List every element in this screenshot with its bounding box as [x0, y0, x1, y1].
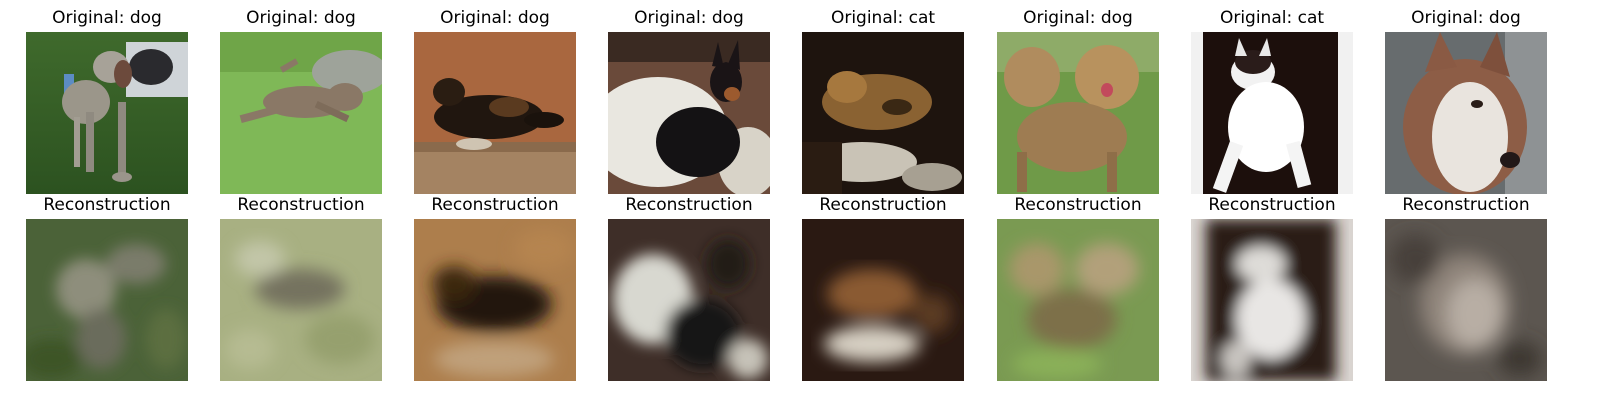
reconstruction-image-5 [802, 219, 964, 381]
original-title-4: Original: dog [634, 8, 744, 28]
reconstruction-title-2: Reconstruction [237, 195, 365, 215]
reconstruction-title-7: Reconstruction [1208, 195, 1336, 215]
original-title-5: Original: cat [830, 8, 936, 28]
original-title-6: Original: dog [1023, 8, 1133, 28]
original-image-5 [802, 32, 964, 194]
reconstruction-title-3: Reconstruction [431, 195, 559, 215]
reconstruction-image-1 [26, 219, 188, 381]
original-title-7: Original: cat [1219, 8, 1325, 28]
original-image-2 [220, 32, 382, 194]
reconstruction-image-4 [608, 219, 770, 381]
reconstruction-image-8 [1385, 219, 1547, 381]
reconstruction-title-8: Reconstruction [1402, 195, 1530, 215]
original-title-1: Original: dog [52, 8, 162, 28]
reconstruction-title-4: Reconstruction [625, 195, 753, 215]
original-image-6 [997, 32, 1159, 194]
reconstruction-image-6 [997, 219, 1159, 381]
reconstruction-title-1: Reconstruction [43, 195, 171, 215]
original-image-8 [1385, 32, 1547, 194]
original-title-3: Original: dog [440, 8, 550, 28]
original-image-1 [26, 32, 188, 194]
reconstruction-image-3 [414, 219, 576, 381]
original-title-8: Original: dog [1411, 8, 1521, 28]
original-image-4 [608, 32, 770, 194]
original-image-7 [1191, 32, 1353, 194]
reconstruction-image-2 [220, 219, 382, 381]
reconstruction-image-7 [1191, 219, 1353, 381]
original-image-3 [414, 32, 576, 194]
original-title-2: Original: dog [246, 8, 356, 28]
reconstruction-title-5: Reconstruction [819, 195, 947, 215]
reconstruction-title-6: Reconstruction [1014, 195, 1142, 215]
